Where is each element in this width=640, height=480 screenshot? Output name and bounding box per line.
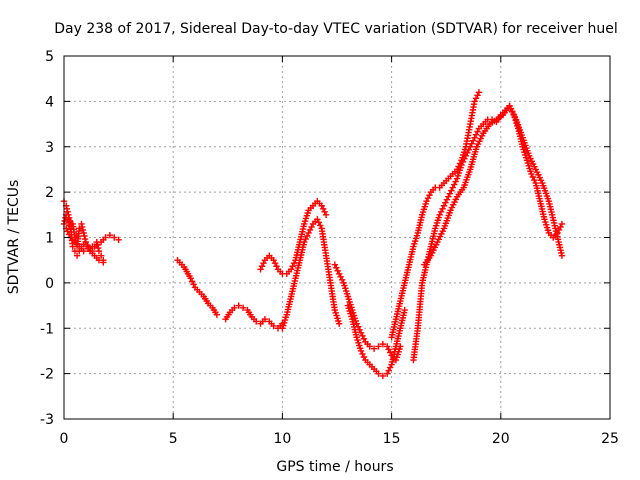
y-tick-label: -3 [40, 412, 54, 428]
data-point-marker [558, 252, 566, 259]
data-point-marker [252, 318, 260, 325]
data-point-marker [95, 247, 103, 255]
data-point-marker [401, 306, 408, 314]
data-point-marker [213, 311, 221, 318]
data-point-marker [261, 315, 269, 323]
data-point-marker [94, 241, 101, 249]
y-tick-label: 4 [45, 94, 54, 110]
data-series-track-7 [279, 216, 343, 332]
data-point-marker [80, 247, 87, 255]
chart-title: Day 238 of 2017, Sidereal Day-to-day VTE… [54, 21, 617, 37]
data-series-track-12 [421, 102, 566, 268]
x-tick-label: 0 [60, 431, 69, 447]
data-point-marker [65, 219, 73, 226]
data-point-marker [79, 226, 87, 234]
data-point-marker [231, 304, 238, 312]
x-tick-label: 25 [601, 431, 619, 447]
data-point-marker [475, 89, 483, 96]
data-point-marker [81, 232, 88, 240]
data-series-track-4 [174, 256, 221, 318]
data-point-marker [100, 256, 107, 264]
data-point-marker [78, 220, 85, 228]
data-point-marker [82, 238, 90, 246]
data-point-marker [379, 372, 387, 380]
data-series-track-3 [62, 225, 122, 255]
data-point-marker [366, 343, 373, 350]
x-tick-labels: 0 5 10 15 20 25 [60, 431, 619, 447]
x-axis-label: GPS time / hours [276, 459, 393, 475]
y-tick-label: 2 [45, 185, 54, 201]
y-tick-labels: -3 -2 -1 0 1 2 3 4 5 [40, 49, 54, 428]
data-point-marker [80, 229, 87, 237]
data-point-marker [375, 370, 382, 377]
data-series-track-9 [344, 302, 408, 380]
y-axis-label: SDTVAR / TECUs [6, 180, 22, 295]
data-point-marker [558, 220, 566, 228]
x-tick-label: 20 [492, 431, 510, 447]
data-point-marker [102, 234, 109, 241]
data-series-track-5 [222, 302, 286, 332]
data-point-marker [106, 232, 114, 239]
data-point-marker [335, 320, 343, 327]
data-point-marker [375, 343, 382, 350]
data-point-marker [239, 304, 247, 312]
y-tick-label: 3 [45, 140, 54, 156]
data-point-marker [111, 234, 118, 241]
data-point-marker [322, 211, 330, 219]
data-point-marker [89, 243, 96, 250]
y-tick-label: 5 [45, 49, 54, 65]
data-point-marker [79, 223, 86, 231]
y-tick-label: -1 [40, 321, 54, 337]
data-point-marker [84, 245, 92, 253]
data-point-marker [115, 236, 122, 243]
x-tick-label: 15 [383, 431, 401, 447]
x-tick-label: 10 [273, 431, 291, 447]
data-point-marker [97, 252, 105, 259]
data-point-marker [93, 241, 100, 248]
data-series-track-8 [331, 261, 404, 364]
data-series-track-10 [388, 89, 483, 341]
data-point-marker [63, 205, 71, 212]
data-point-marker [235, 302, 242, 309]
data-point-marker [73, 252, 81, 259]
data-point-marker [65, 216, 72, 223]
data-point-marker [81, 235, 89, 243]
y-tick-label: -2 [40, 367, 54, 383]
x-tick-label: 5 [169, 431, 178, 447]
data-point-marker [370, 345, 378, 352]
data-point-marker [95, 244, 102, 252]
data-marks [60, 89, 566, 380]
data-point-marker [270, 322, 277, 330]
y-tick-label: 1 [45, 231, 54, 247]
data-point-marker [61, 217, 68, 225]
axis-ticks [63, 55, 611, 420]
data-point-marker [379, 340, 387, 348]
y-tick-label: 0 [45, 276, 54, 292]
